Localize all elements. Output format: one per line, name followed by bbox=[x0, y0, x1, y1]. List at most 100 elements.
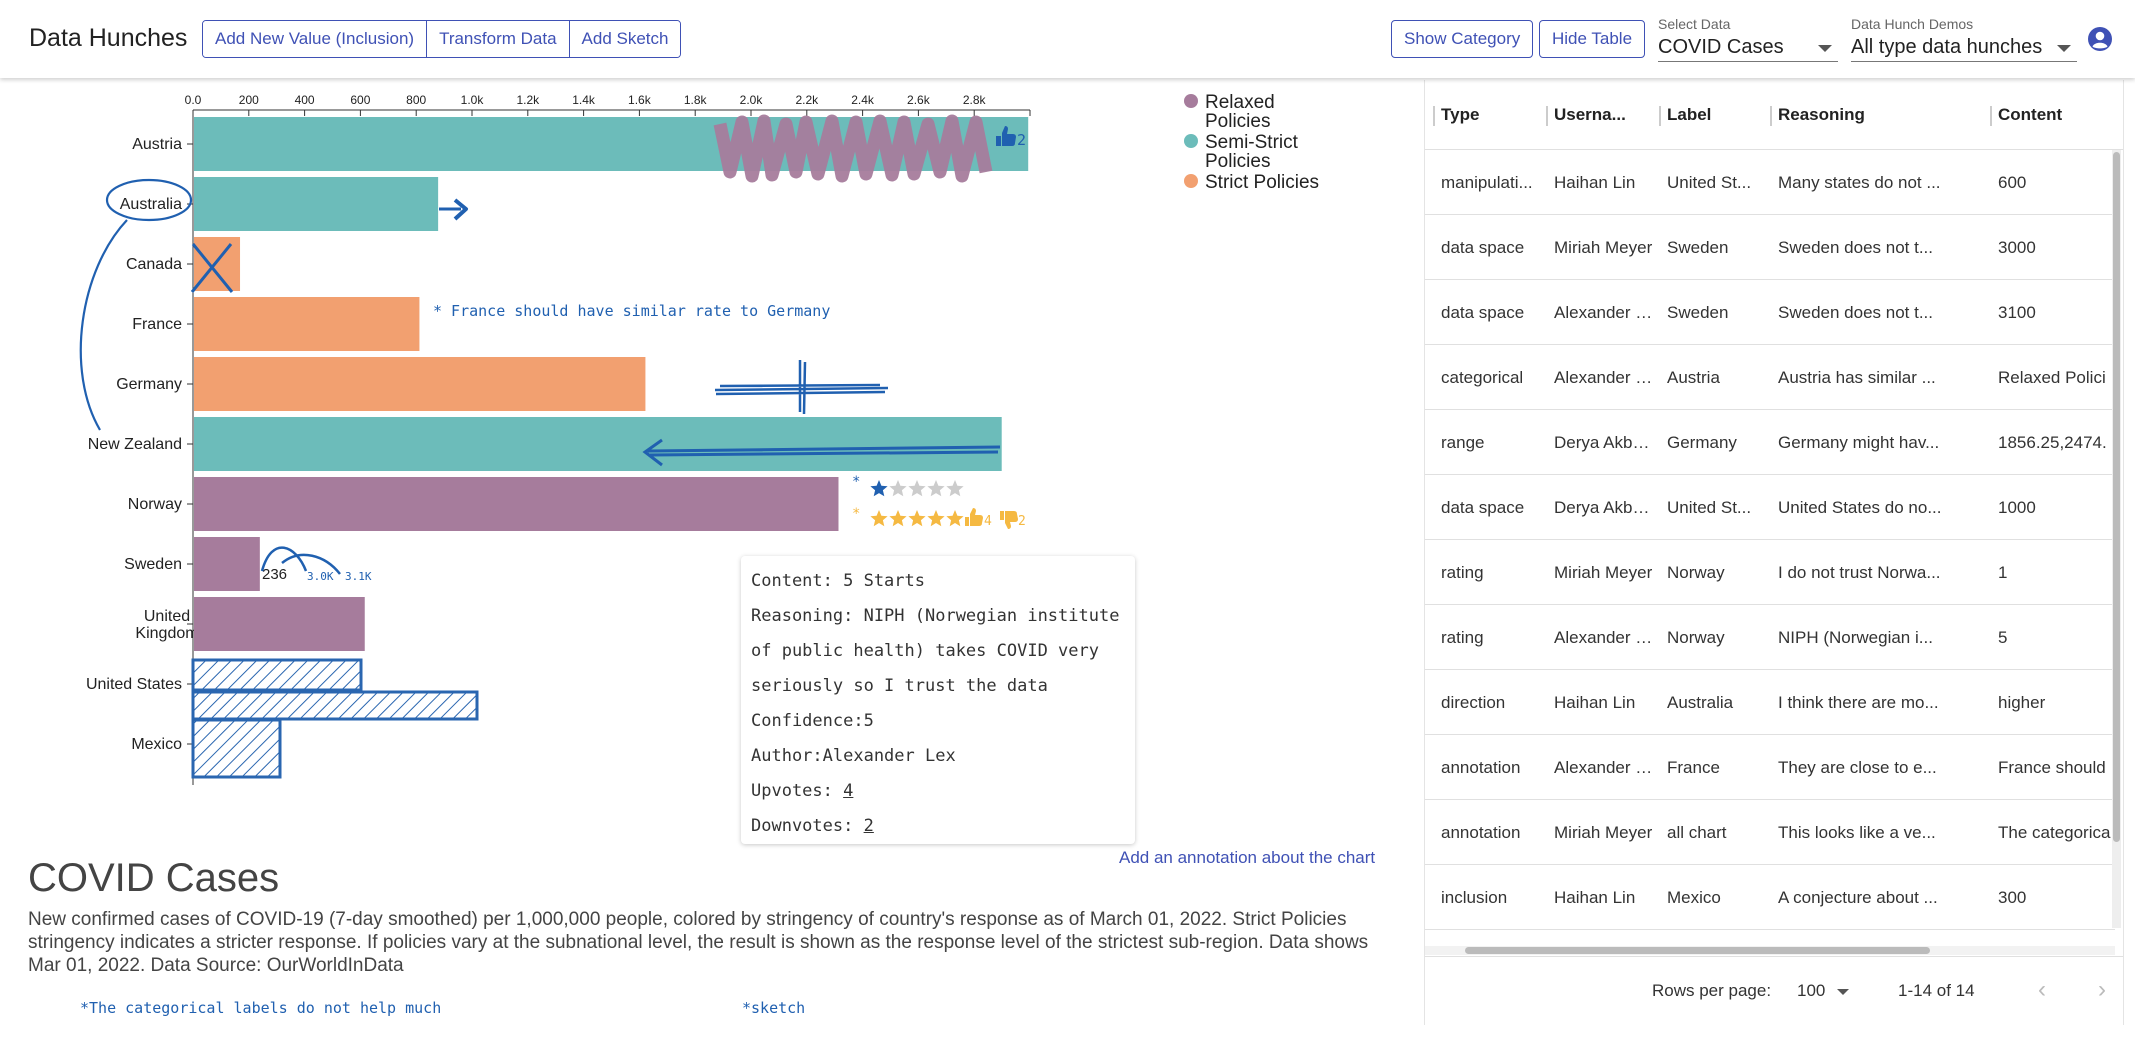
transform-data-button[interactable]: Transform Data bbox=[427, 21, 570, 57]
show-category-button[interactable]: Show Category bbox=[1391, 20, 1534, 58]
cell-content: 1856.25,2474. bbox=[1998, 433, 2107, 452]
table-row[interactable]: data space Derya Akbaba United St... United… bbox=[1425, 475, 2115, 540]
table-row[interactable]: direction Haihan Lin Australia I think ther… bbox=[1425, 670, 2115, 735]
select-data-dropdown[interactable]: Select Data COVID Cases bbox=[1658, 16, 1838, 62]
add-sketch-button[interactable]: Add Sketch bbox=[569, 21, 681, 57]
column-header-label[interactable]: Label bbox=[1667, 105, 1712, 124]
star-icon bbox=[908, 480, 926, 497]
hunch-demos-dropdown[interactable]: Data Hunch Demos All type data hunches bbox=[1851, 16, 2077, 62]
y-tick-label-united-states: United States bbox=[86, 676, 182, 693]
table-row[interactable]: data space Miriah Meyer Sweden Sweden does … bbox=[1425, 215, 2115, 280]
cell-type: data space bbox=[1441, 498, 1525, 517]
hunch-demos-value[interactable]: All type data hunches bbox=[1851, 36, 2077, 62]
rows-per-page-select[interactable]: 100 bbox=[1797, 981, 1826, 1000]
cell-content: 1000 bbox=[1998, 498, 2036, 517]
column-header-content[interactable]: Content bbox=[1998, 105, 2063, 124]
legend-label-semi-strict-policies: Semi-Strict Policies bbox=[1205, 132, 1299, 172]
sketch-hunch: *sketch bbox=[742, 999, 806, 1017]
chart-title: COVID Cases bbox=[28, 856, 280, 900]
bar-sweden[interactable] bbox=[194, 537, 260, 591]
austria-range-sketch bbox=[713, 114, 993, 183]
canada-cross-sketch bbox=[190, 243, 234, 293]
cell-type: data space bbox=[1441, 303, 1525, 322]
bar-germany[interactable] bbox=[194, 357, 646, 411]
horizontal-scrollbar-thumb[interactable] bbox=[1465, 947, 1930, 954]
star-icon bbox=[889, 510, 907, 527]
add-annotation-link[interactable]: Add an annotation about the chart bbox=[1119, 848, 1376, 867]
cell-label: all chart bbox=[1667, 823, 1727, 842]
star-icon bbox=[889, 480, 907, 497]
hunch-button-group: Add New Value (Inclusion) Transform Data… bbox=[202, 20, 682, 58]
cell-username: Miriah Meyer bbox=[1554, 823, 1653, 842]
column-header-username[interactable]: Userna... bbox=[1554, 105, 1626, 124]
column-header-reasoning[interactable]: Reasoning bbox=[1778, 105, 1865, 124]
x-tick-label: 600 bbox=[350, 93, 370, 107]
app-header: Data Hunches Add New Value (Inclusion) T… bbox=[0, 0, 2135, 78]
chevron-right-icon[interactable]: › bbox=[2098, 976, 2106, 1003]
x-tick-label: 800 bbox=[406, 93, 426, 107]
germany-range-sketch bbox=[714, 360, 889, 415]
cell-label: Germany bbox=[1667, 433, 1737, 452]
table-row[interactable]: categorical Alexander Lex Austria Austria h… bbox=[1425, 345, 2115, 410]
vertical-scrollbar-thumb[interactable] bbox=[2113, 152, 2120, 842]
x-tick-label: 1.8k bbox=[684, 93, 708, 107]
add-new-value-button[interactable]: Add New Value (Inclusion) bbox=[203, 21, 428, 57]
cell-reasoning: Sweden does not t... bbox=[1778, 303, 1933, 322]
cell-reasoning: They are close to e... bbox=[1778, 758, 1937, 777]
account-circle-icon[interactable] bbox=[2087, 26, 2113, 52]
select-data-value[interactable]: COVID Cases bbox=[1658, 36, 1838, 62]
table-row[interactable]: data space Alexander Lex Sweden Sweden does… bbox=[1425, 280, 2115, 345]
cell-type: range bbox=[1441, 433, 1485, 452]
bar-new-zealand[interactable] bbox=[194, 417, 1002, 471]
norway-downvote-count: 2 bbox=[1018, 514, 1026, 529]
thumbs-up-icon bbox=[965, 508, 983, 526]
cell-content: 300 bbox=[1998, 888, 2027, 907]
cell-username: Alexander Lex bbox=[1554, 758, 1656, 777]
y-tick-label-united-kingdom: United Kingdom bbox=[135, 608, 198, 642]
table-row[interactable]: manipulati... Haihan Lin United St... Many … bbox=[1425, 150, 2115, 215]
chevron-left-icon[interactable]: ‹ bbox=[2038, 976, 2046, 1003]
tooltip-downvote-count[interactable]: 2 bbox=[863, 816, 874, 836]
cell-username: Alexander Lex bbox=[1554, 303, 1656, 322]
column-header-type[interactable]: Type bbox=[1441, 105, 1480, 124]
bar-united-kingdom[interactable] bbox=[194, 597, 365, 651]
cell-type: inclusion bbox=[1441, 888, 1508, 907]
cell-reasoning: Many states do not ... bbox=[1778, 173, 1941, 192]
chevron-down-icon bbox=[1818, 45, 1832, 52]
y-tick-label-norway: Norway bbox=[128, 496, 182, 513]
table-row[interactable]: rating Alexander Lex Norway NIPH (Norwegian… bbox=[1425, 605, 2115, 670]
table-row[interactable]: annotation Miriah Meyer all chart This look… bbox=[1425, 800, 2115, 865]
cell-reasoning: NIPH (Norwegian i... bbox=[1778, 628, 1933, 647]
cell-label: Norway bbox=[1667, 628, 1725, 647]
bar-australia[interactable] bbox=[194, 177, 439, 231]
cell-type: rating bbox=[1441, 563, 1484, 582]
sweden-alt-value-1: 3.0K bbox=[307, 570, 334, 583]
legend-label-strict-policies: Strict Policies bbox=[1205, 172, 1319, 193]
norway-rating-stars-2 bbox=[870, 510, 964, 527]
cell-username: Miriah Meyer bbox=[1554, 563, 1653, 582]
vertical-scrollbar[interactable] bbox=[2112, 150, 2121, 928]
table-row[interactable]: range Derya Akbaba Germany Germany might ha… bbox=[1425, 410, 2115, 475]
horizontal-scrollbar[interactable] bbox=[1425, 946, 2115, 955]
cell-type: annotation bbox=[1441, 823, 1521, 842]
star-icon bbox=[946, 510, 964, 527]
table-row[interactable]: rating Miriah Meyer Norway I do not trust N… bbox=[1425, 540, 2115, 605]
thumbs-down-icon bbox=[1000, 511, 1018, 529]
tooltip-author: Author:Alexander Lex bbox=[751, 746, 956, 766]
table-row[interactable]: annotation Alexander Lex France They are cl… bbox=[1425, 735, 2115, 800]
norway-upvote-count: 4 bbox=[984, 514, 992, 529]
bar-france[interactable] bbox=[194, 297, 420, 351]
australia-direction-arrow bbox=[439, 198, 468, 221]
chevron-down-icon[interactable] bbox=[1837, 989, 1849, 995]
table-row[interactable]: inclusion Haihan Lin Mexico A conjecture ab… bbox=[1425, 865, 2115, 930]
mexico-inclusion-sketch bbox=[191, 718, 282, 779]
hide-table-button[interactable]: Hide Table bbox=[1539, 20, 1646, 58]
cell-label: United St... bbox=[1667, 173, 1752, 192]
bar-chart: 0.0 200 400 600 800 1.0k 1.2k 1.4k 1.6k 1.8k 2.0k 2… bbox=[79, 92, 1319, 785]
cell-reasoning: Germany might hav... bbox=[1778, 433, 1940, 452]
cell-reasoning: United States do no... bbox=[1778, 498, 1942, 517]
tooltip-upvote-count[interactable]: 4 bbox=[843, 781, 854, 801]
bar-norway[interactable] bbox=[194, 477, 839, 531]
hunch-tooltip: Content: 5 Starts Reasoning: NIPH (Norwe… bbox=[741, 556, 1135, 844]
